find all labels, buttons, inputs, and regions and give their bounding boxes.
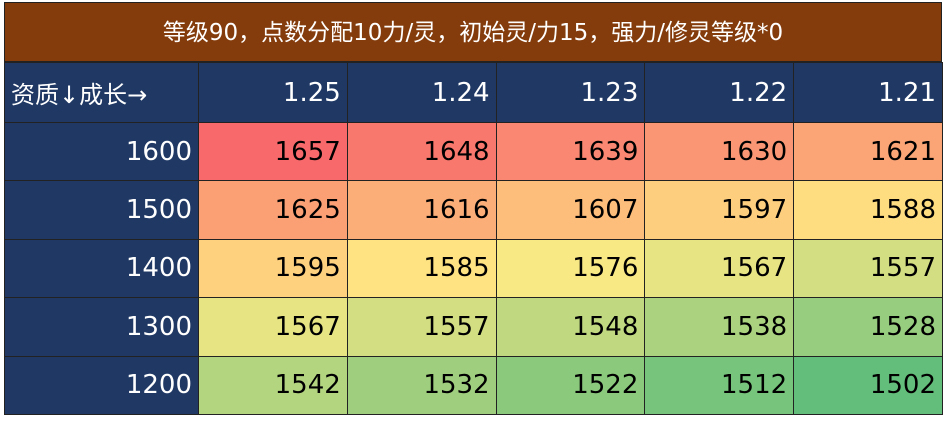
data-row: 1200 1542 1532 1522 1512 1502 (4, 355, 943, 415)
value-cell: 1532 (346, 355, 497, 415)
value-cell: 1607 (495, 180, 646, 240)
row-header: 1600 (4, 121, 199, 182)
value-cell: 1588 (793, 180, 943, 240)
value-cell: 1657 (198, 121, 348, 182)
value-cell: 1648 (346, 121, 497, 182)
value-cell: 1625 (198, 180, 348, 240)
value-cell: 1567 (198, 297, 348, 357)
value-cell: 1557 (346, 297, 497, 357)
data-row: 1300 1567 1557 1548 1538 1528 (4, 297, 943, 357)
data-row: 1400 1595 1585 1576 1567 1557 (4, 238, 943, 299)
value-cell: 1621 (793, 121, 943, 182)
value-cell: 1597 (644, 180, 795, 240)
value-cell: 1567 (644, 238, 795, 299)
corner-cell: 资质↓成长→ (4, 62, 199, 123)
column-header: 1.25 (198, 62, 348, 123)
header-row: 资质↓成长→ 1.25 1.24 1.23 1.22 1.21 (4, 62, 943, 123)
value-cell: 1538 (644, 297, 795, 357)
row-header: 1500 (4, 180, 199, 240)
value-cell: 1630 (644, 121, 795, 182)
value-cell: 1512 (644, 355, 795, 415)
value-cell: 1639 (495, 121, 646, 182)
value-cell: 1528 (793, 297, 943, 357)
row-header: 1200 (4, 355, 199, 415)
data-row: 1600 1657 1648 1639 1630 1621 (4, 121, 943, 182)
value-cell: 1522 (495, 355, 646, 415)
value-cell: 1616 (346, 180, 497, 240)
row-header: 1400 (4, 238, 199, 299)
table: 资质↓成长→ 1.25 1.24 1.23 1.22 1.21 1600 1657 1648 16… (4, 62, 943, 415)
column-header: 1.24 (346, 62, 497, 123)
value-cell: 1542 (198, 355, 348, 415)
column-header: 1.23 (495, 62, 646, 123)
column-header: 1.22 (644, 62, 795, 123)
value-cell: 1548 (495, 297, 646, 357)
value-cell: 1585 (346, 238, 497, 299)
row-header: 1300 (4, 297, 199, 357)
value-cell: 1576 (495, 238, 646, 299)
value-cell: 1502 (793, 355, 943, 415)
sheet: 等级90，点数分配10力/灵，初始灵/力15，强力/修灵等级*0 资质↓成长→ 1… (4, 2, 943, 415)
data-row: 1500 1625 1616 1607 1597 1588 (4, 180, 943, 240)
value-cell: 1595 (198, 238, 348, 299)
column-header: 1.21 (793, 62, 943, 123)
title: 等级90，点数分配10力/灵，初始灵/力15，强力/修灵等级*0 (4, 2, 942, 62)
value-cell: 1557 (793, 238, 943, 299)
